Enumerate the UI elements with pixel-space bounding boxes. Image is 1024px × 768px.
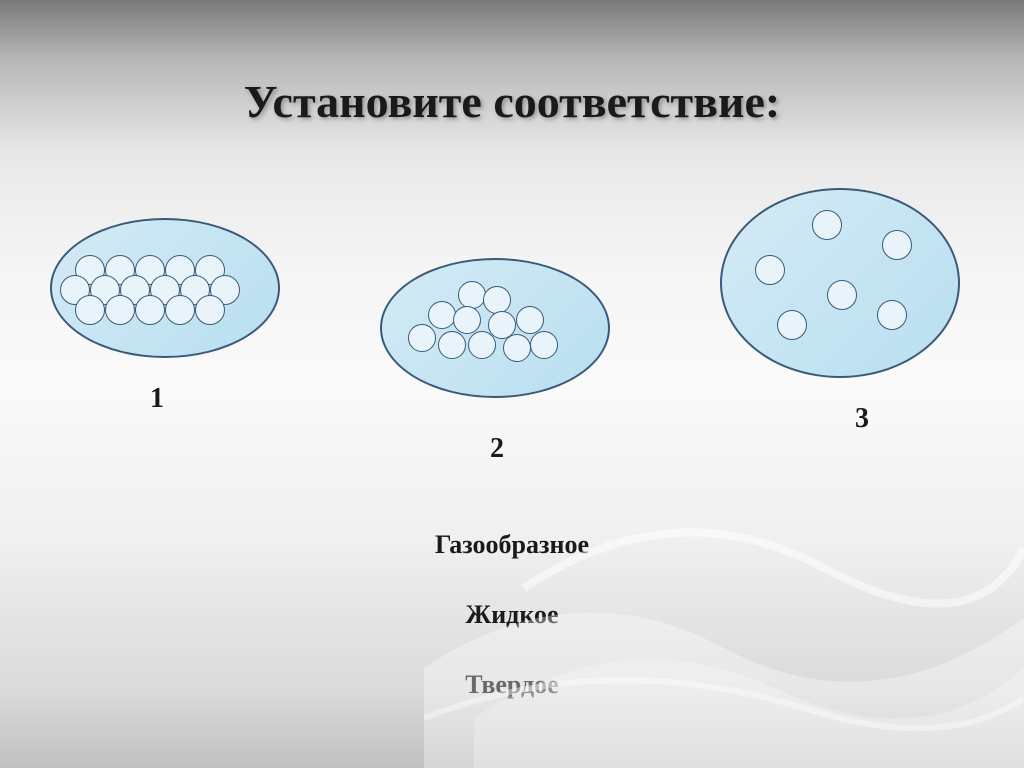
particle xyxy=(105,295,135,325)
particle xyxy=(453,306,481,334)
page-title: Установите соответствие: xyxy=(0,0,1024,128)
state-labels-container: Газообразное Жидкое Твердое xyxy=(0,530,1024,740)
ellipse-liquid xyxy=(380,258,610,398)
particle xyxy=(503,334,531,362)
particle xyxy=(135,295,165,325)
number-label-1: 1 xyxy=(150,383,164,415)
diagrams-container: 1 2 3 xyxy=(0,178,1024,458)
particle xyxy=(458,281,486,309)
particle xyxy=(428,301,456,329)
label-liquid: Жидкое xyxy=(0,600,1024,630)
diagram-liquid xyxy=(380,258,610,398)
particle xyxy=(483,286,511,314)
ellipse-solid xyxy=(50,218,280,358)
particle xyxy=(438,331,466,359)
diagram-gas xyxy=(720,188,960,378)
particle xyxy=(812,210,842,240)
number-label-2: 2 xyxy=(490,433,504,465)
particle xyxy=(882,230,912,260)
label-solid: Твердое xyxy=(0,670,1024,700)
particle xyxy=(530,331,558,359)
label-gaseous: Газообразное xyxy=(0,530,1024,560)
ellipse-gas xyxy=(720,188,960,378)
particle xyxy=(777,310,807,340)
particle xyxy=(165,295,195,325)
particle xyxy=(195,295,225,325)
diagram-solid xyxy=(50,218,280,358)
number-label-3: 3 xyxy=(855,403,869,435)
particle xyxy=(408,324,436,352)
particle xyxy=(877,300,907,330)
particle xyxy=(755,255,785,285)
particle xyxy=(75,295,105,325)
particle xyxy=(827,280,857,310)
particle xyxy=(516,306,544,334)
particle xyxy=(468,331,496,359)
